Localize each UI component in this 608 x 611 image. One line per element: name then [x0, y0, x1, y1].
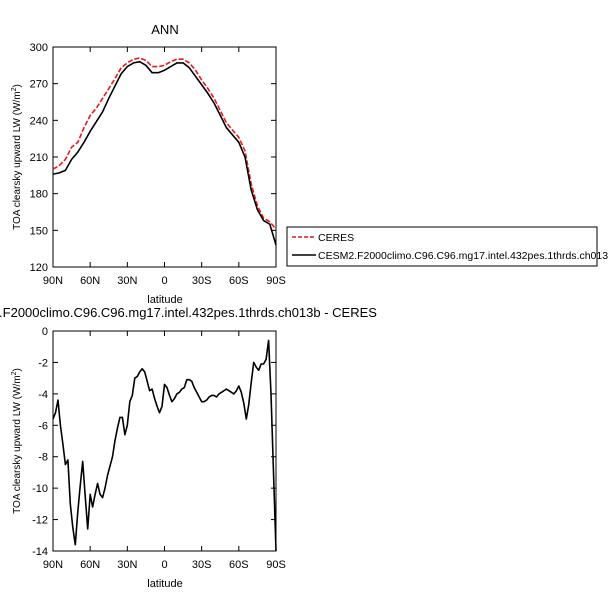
top-series-group — [52, 57, 277, 246]
series-line-ceres — [52, 57, 277, 230]
x-tick-label: 90N — [43, 275, 63, 287]
top-y-axis-label: TOA clearsky upward LW (W/m2) — [11, 84, 23, 230]
legend: CERES CESM2.F2000climo.C96.C96.mg17.inte… — [286, 226, 608, 267]
y-tick-label: 0 — [42, 326, 48, 338]
legend-ceres-label: CERES — [318, 232, 354, 244]
y-tick-label: 150 — [30, 225, 48, 237]
legend-model-label: CESM2.F2000climo.C96.C96.mg17.intel.432p… — [318, 250, 608, 262]
y-tick-label: 270 — [30, 79, 48, 91]
x-tick-label: 60S — [229, 559, 249, 571]
x-tick-label: 0 — [161, 559, 167, 571]
x-tick-label: 30S — [192, 559, 212, 571]
series-line-model — [52, 339, 277, 552]
top-chart-panel: ANN 120 150 180 210 240 270 300 90N 60N 30N 0 30S 6… — [11, 22, 286, 306]
y-tick-label: 210 — [30, 152, 48, 164]
y-tick-label: -8 — [38, 452, 48, 464]
bottom-y-axis-ticks: 0 -2 -4 -6 -8 -10 -12 -14 — [32, 326, 276, 558]
top-y-axis-ticks: 120 150 180 210 240 270 300 — [30, 42, 276, 274]
legend-box — [286, 226, 598, 267]
x-tick-label: 30N — [117, 559, 137, 571]
y-tick-label: -12 — [32, 515, 48, 527]
bottom-chart-panel: .F2000climo.C96.C96.mg17.intel.432pes.1t… — [0, 305, 377, 590]
top-x-axis-label: latitude — [147, 294, 182, 306]
top-chart-title: ANN — [151, 22, 178, 37]
top-plot-frame — [52, 46, 277, 268]
y-tick-label: 120 — [30, 262, 48, 274]
x-tick-label: 90N — [43, 559, 63, 571]
series-line-model — [52, 60, 277, 246]
bottom-y-axis-label-sup: 2 — [11, 371, 18, 375]
x-tick-label: 90S — [266, 559, 286, 571]
x-tick-label: 30N — [117, 275, 137, 287]
y-tick-label: -6 — [38, 420, 48, 432]
x-tick-label: 60S — [229, 275, 249, 287]
bottom-x-axis-label: latitude — [147, 578, 182, 590]
x-tick-label: 30S — [192, 275, 212, 287]
y-tick-label: 180 — [30, 189, 48, 201]
bottom-chart-title: .F2000climo.C96.C96.mg17.intel.432pes.1t… — [0, 305, 377, 320]
y-tick-label: -4 — [38, 389, 48, 401]
top-x-axis-ticks: 90N 60N 30N 0 30S 60S 90S — [43, 47, 286, 287]
x-tick-label: 0 — [161, 275, 167, 287]
y-tick-label: 240 — [30, 115, 48, 127]
bottom-y-axis-label-end: ) — [12, 368, 23, 371]
x-tick-label: 90S — [266, 275, 286, 287]
bottom-x-axis-ticks: 90N 60N 30N 0 30S 60S 90S — [43, 331, 286, 571]
bottom-y-axis-label: TOA clearsky upward LW (W/m2) — [11, 368, 23, 514]
bottom-series-group — [52, 339, 277, 552]
y-tick-label: -2 — [38, 357, 48, 369]
top-y-axis-label-end: ) — [12, 84, 23, 87]
x-tick-label: 60N — [80, 559, 100, 571]
y-tick-label: -14 — [32, 546, 48, 558]
top-y-axis-label-sup: 2 — [11, 87, 18, 91]
top-y-axis-label-main: TOA clearsky upward LW (W/m — [12, 91, 23, 230]
y-tick-label: -10 — [32, 483, 48, 495]
y-tick-label: 300 — [30, 42, 48, 54]
bottom-y-axis-label-main: TOA clearsky upward LW (W/m — [12, 375, 23, 514]
x-tick-label: 60N — [80, 275, 100, 287]
